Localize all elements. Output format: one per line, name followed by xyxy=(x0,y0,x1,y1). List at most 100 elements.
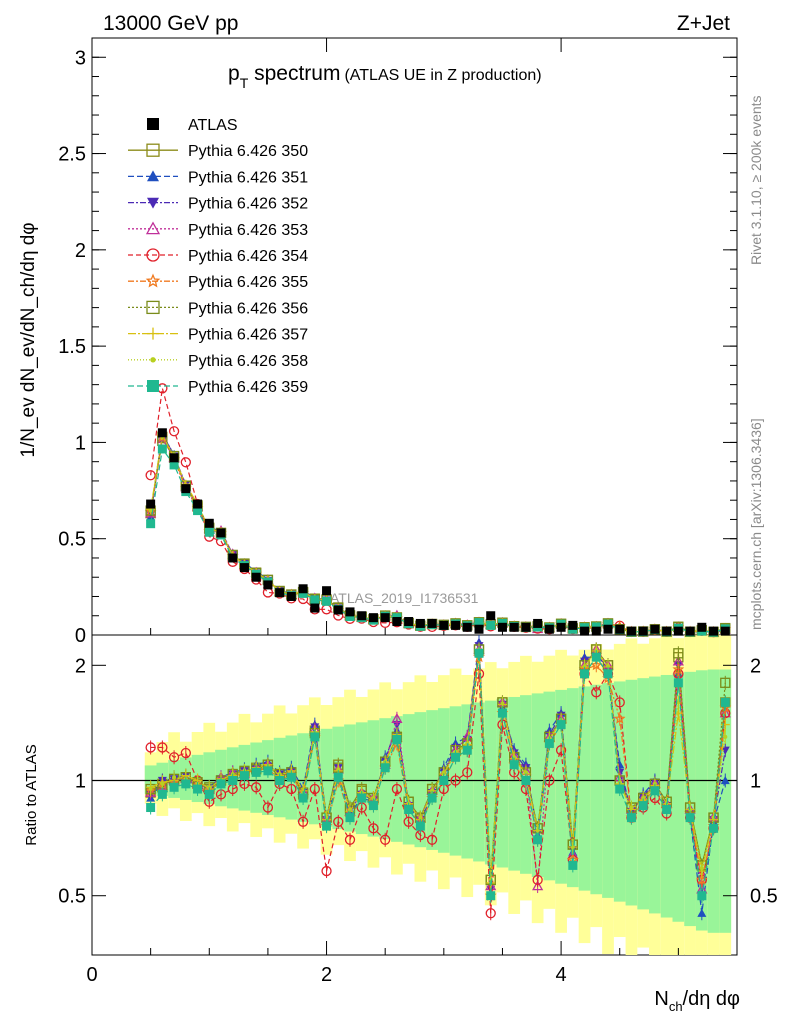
series-point-ratio xyxy=(193,784,203,794)
y-bottom-tick-label-right: 2 xyxy=(750,655,761,677)
y-bottom-tick-label: 2 xyxy=(75,655,86,677)
series-point-top xyxy=(168,426,180,437)
band-green xyxy=(555,689,567,884)
legend-entry: Pythia 6.426 350 xyxy=(128,143,308,160)
series-point-ratio xyxy=(672,663,685,675)
header-right: Z+Jet xyxy=(677,12,730,35)
atlas-point xyxy=(228,553,238,563)
series-point-ratio xyxy=(697,891,707,901)
series-point-ratio xyxy=(403,816,414,827)
series-point-top xyxy=(204,527,214,537)
legend-entry: Pythia 6.426 357 xyxy=(128,327,308,344)
y-top-tick-label: 1 xyxy=(75,432,86,454)
y-bottom-tick-label-right: 1 xyxy=(750,771,761,793)
atlas-point xyxy=(275,588,285,598)
atlas-point xyxy=(720,626,730,636)
series-point-ratio xyxy=(145,742,156,753)
atlas-point xyxy=(474,624,484,634)
atlas-point xyxy=(169,453,179,463)
atlas-point xyxy=(380,613,390,623)
y-top-tick-label: 0.5 xyxy=(58,529,86,551)
legend-entry: ATLAS xyxy=(147,117,238,134)
band-green xyxy=(144,765,157,794)
atlas-point xyxy=(685,626,695,636)
legend-marker xyxy=(145,273,161,288)
atlas-point xyxy=(239,563,249,573)
series-point-ratio xyxy=(533,835,543,845)
y-bottom-tick-label-right: 0.5 xyxy=(750,886,778,908)
series-point-top xyxy=(322,596,332,606)
series-point-ratio xyxy=(263,766,273,776)
atlas-point xyxy=(439,620,449,630)
y-top-tick-label: 0 xyxy=(75,625,86,647)
series-point-ratio xyxy=(486,891,496,901)
legend-entry: Pythia 6.426 359 xyxy=(128,379,308,396)
series-point-ratio xyxy=(662,804,672,814)
atlas-point xyxy=(497,622,507,632)
series-point-top xyxy=(148,508,153,513)
atlas-point xyxy=(298,584,308,594)
series-point-ratio xyxy=(720,697,730,707)
band-green xyxy=(461,704,474,859)
series-point-top xyxy=(310,595,320,605)
series-point-ratio xyxy=(286,772,296,782)
y-axis-top-label: 1/N_ev dN_ev/dN_ch/dη dφ xyxy=(18,222,39,457)
series-point-ratio xyxy=(262,802,274,813)
atlas-point xyxy=(591,626,601,636)
series-point-ratio xyxy=(474,648,484,658)
legend-entry: Pythia 6.426 353 xyxy=(128,221,308,239)
atlas-point xyxy=(533,618,543,628)
atlas-point xyxy=(580,626,590,636)
series-point-ratio xyxy=(521,776,531,786)
series-point-ratio xyxy=(720,677,731,688)
band-green xyxy=(297,733,309,822)
atlas-point xyxy=(486,611,496,621)
series-point-ratio xyxy=(591,687,602,698)
legend-label: Pythia 6.426 355 xyxy=(188,274,308,291)
series-point-ratio xyxy=(368,801,378,811)
series-point-ratio xyxy=(275,776,285,786)
series-point-ratio xyxy=(391,783,403,795)
header-left: 13000 GeV pp xyxy=(103,12,238,35)
series-point-ratio xyxy=(720,776,730,785)
series-point-ratio xyxy=(441,770,446,775)
series-point-top xyxy=(145,470,156,481)
plot-title: pT spectrum (ATLAS UE in Z production) xyxy=(228,62,542,91)
atlas-point xyxy=(462,622,472,632)
series-atlas xyxy=(146,428,730,636)
legend-label: Pythia 6.426 354 xyxy=(188,248,308,265)
series-point-ratio xyxy=(523,770,528,775)
atlas-point xyxy=(146,499,156,509)
series-point-ratio xyxy=(462,745,472,755)
series-point-ratio xyxy=(251,767,261,777)
x-tick-label: 4 xyxy=(556,964,567,986)
atlas-point xyxy=(568,620,578,630)
series-point-ratio xyxy=(535,828,540,833)
series-point-ratio xyxy=(336,767,341,772)
series-point-ratio xyxy=(168,752,180,763)
series-point-ratio xyxy=(673,648,684,659)
atlas-point xyxy=(286,591,296,601)
y-bottom-tick-label: 1 xyxy=(75,771,86,793)
series-point-ratio xyxy=(626,813,636,823)
band-green xyxy=(672,673,685,922)
atlas-point xyxy=(357,611,367,621)
series-point-ratio xyxy=(697,908,707,917)
atlas-point xyxy=(662,626,672,636)
atlas-point xyxy=(216,528,226,538)
band-green xyxy=(344,724,356,832)
series-point-ratio xyxy=(509,760,519,770)
band-green xyxy=(684,671,696,927)
legend-label: Pythia 6.426 352 xyxy=(188,196,308,213)
atlas-point xyxy=(345,607,355,617)
legend-label: ATLAS xyxy=(188,117,238,134)
series-point-ratio xyxy=(181,779,191,789)
side-text-top: Rivet 3.1.10, ≥ 200k events xyxy=(748,95,764,265)
series-point-ratio xyxy=(485,908,496,919)
series-point-ratio xyxy=(605,664,611,669)
atlas-point xyxy=(333,605,343,615)
y-top-tick-label: 1.5 xyxy=(58,336,86,358)
series-point-ratio xyxy=(204,789,214,799)
legend-label: Pythia 6.426 351 xyxy=(188,169,308,186)
svg-text:pT spectrum(ATLAS UE in Z prod: pT spectrum (ATLAS UE in Z production) xyxy=(228,62,542,91)
